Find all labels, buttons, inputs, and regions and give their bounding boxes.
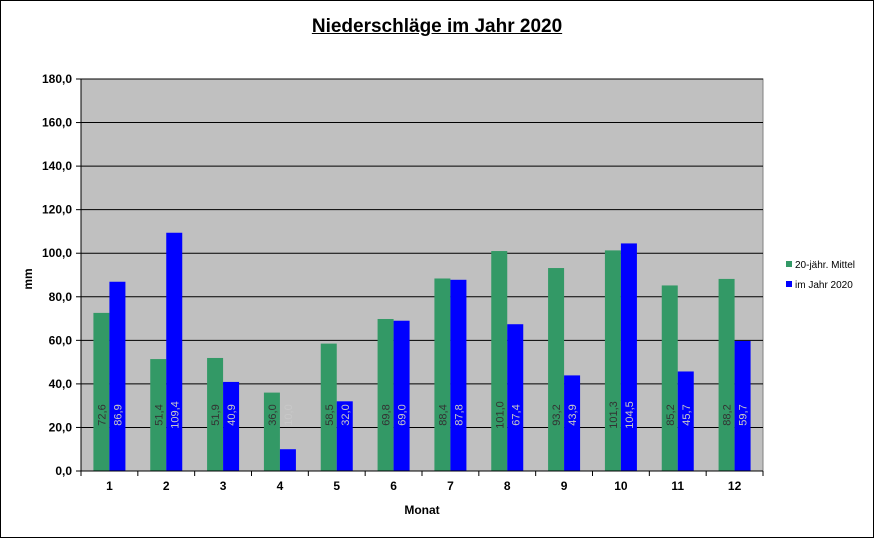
data-label: 85,2 (665, 404, 677, 425)
bar (223, 381, 240, 471)
x-tick-label: 11 (671, 479, 684, 493)
y-tick-label: 0,0 (55, 464, 72, 478)
bar (450, 279, 467, 471)
bar (377, 318, 394, 471)
y-tick-label: 100,0 (42, 246, 72, 260)
x-tick-label: 4 (277, 479, 284, 493)
y-tick-label: 180,0 (42, 72, 72, 86)
bar (279, 449, 296, 471)
data-label: 69,0 (397, 404, 409, 425)
data-label: 104,5 (624, 401, 636, 429)
bar (718, 278, 735, 471)
bar (150, 359, 167, 471)
x-tick-label: 10 (614, 479, 628, 493)
y-axis-label: mm (21, 268, 35, 289)
x-tick-label: 12 (728, 479, 742, 493)
bar (564, 375, 581, 471)
data-label: 51,9 (210, 404, 222, 425)
data-label: 86,9 (112, 404, 124, 425)
chart-title: Niederschläge im Jahr 2020 (311, 16, 563, 37)
bar (620, 243, 637, 471)
bar (677, 371, 694, 471)
x-tick-label: 1 (106, 479, 113, 493)
x-tick-label: 9 (561, 479, 568, 493)
bar (109, 281, 126, 471)
data-label: 36,0 (267, 404, 279, 425)
x-tick-label: 6 (390, 479, 397, 493)
y-tick-label: 120,0 (42, 203, 72, 217)
data-label: 40,9 (226, 404, 238, 425)
data-label: 101,0 (494, 401, 506, 429)
data-label: 87,8 (453, 404, 465, 425)
bar (207, 357, 224, 471)
bar (548, 268, 565, 471)
data-label: 32,0 (340, 404, 352, 425)
bar (491, 251, 508, 471)
x-tick-label: 3 (220, 479, 227, 493)
data-label: 69,8 (381, 404, 393, 425)
x-tick-label: 2 (163, 479, 170, 493)
y-tick-label: 160,0 (42, 116, 72, 130)
bar (336, 401, 353, 471)
data-label: 10,0 (283, 404, 295, 425)
legend-label: 20-jähr. Mittel (795, 260, 855, 271)
bar (263, 392, 280, 471)
bar (320, 343, 337, 471)
bar (166, 232, 183, 471)
y-tick-label: 20,0 (49, 420, 73, 434)
data-label: 109,4 (169, 401, 181, 429)
y-tick-label: 40,0 (49, 377, 73, 391)
legend-label: im Jahr 2020 (795, 280, 853, 291)
bar (661, 285, 678, 471)
bar (393, 320, 410, 471)
bar (507, 324, 524, 471)
data-label: 93,2 (551, 404, 563, 425)
data-label: 88,4 (437, 404, 449, 425)
x-axis-label: Monat (404, 503, 439, 517)
plot-area (80, 78, 764, 472)
bar (604, 250, 621, 471)
data-label: 72,6 (96, 404, 108, 425)
x-tick-label: 7 (447, 479, 454, 493)
legend-swatch (786, 281, 792, 287)
data-label: 59,7 (738, 404, 750, 425)
x-tick-label: 8 (504, 479, 511, 493)
bar (434, 278, 451, 471)
bar (734, 340, 751, 471)
data-label: 58,5 (324, 404, 336, 425)
y-tick-label: 80,0 (49, 290, 73, 304)
data-label: 45,7 (681, 404, 693, 425)
legend: 20-jähr. Mittel im Jahr 2020 (786, 260, 855, 291)
data-label: 88,2 (722, 404, 734, 425)
data-label: 67,4 (510, 404, 522, 425)
x-tick-label: 5 (333, 479, 340, 493)
y-tick-label: 140,0 (42, 159, 72, 173)
data-label: 51,4 (153, 404, 165, 425)
data-label: 43,9 (567, 404, 579, 425)
legend-swatch (786, 261, 792, 267)
y-tick-label: 60,0 (49, 333, 73, 347)
data-label: 101,3 (608, 401, 620, 429)
bar (93, 312, 110, 471)
